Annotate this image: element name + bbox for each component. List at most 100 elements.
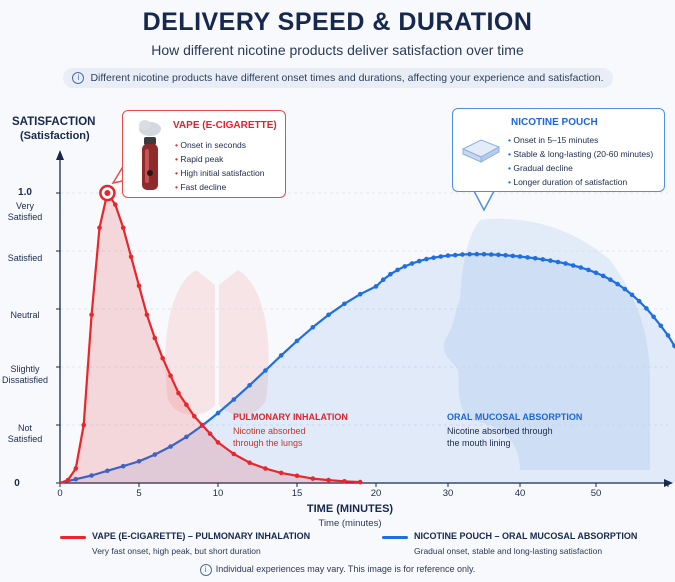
pouch-series-point <box>608 277 613 283</box>
pulmonary-region-line: through the lungs <box>233 438 303 448</box>
chart-subtitle: How different nicotine products deliver … <box>151 42 524 58</box>
vape-series-point <box>81 422 86 428</box>
pouch-series-point <box>510 253 516 259</box>
x-tick-label: 40 <box>514 488 526 499</box>
y-axis-subtitle: (Satisfaction) <box>20 130 90 142</box>
vape-series-point <box>263 466 268 471</box>
pouch-series-point <box>496 252 501 258</box>
pouch-series-point <box>563 261 568 266</box>
vape-series-point <box>73 466 79 471</box>
pouch-series-point <box>105 468 110 474</box>
y-tick-label: Not <box>17 423 32 433</box>
x-tick-label: 5 <box>136 488 142 499</box>
vape-callout-list: Onset in seconds Rapid peak High initial… <box>175 138 264 194</box>
vape-series-point <box>278 470 284 476</box>
x-tick-label: 20 <box>370 488 382 499</box>
pouch-series-point <box>342 301 347 307</box>
oral-region-title: ORAL MUCOSAL ABSORPTION <box>447 412 583 422</box>
vape-series-point <box>231 451 237 457</box>
vape-series-point <box>152 335 158 341</box>
pouch-series-point <box>294 338 300 344</box>
info-banner-text: Different nicotine products have differe… <box>90 72 604 84</box>
info-icon: i <box>199 564 212 576</box>
x-tick-label: 10 <box>212 488 224 499</box>
x-tick-label: 50 <box>590 488 602 499</box>
pouch-series-point <box>629 292 635 298</box>
pouch-callout-list: Onset in 5–15 minutes Stable & long-last… <box>508 133 653 189</box>
pouch-series-point <box>278 353 284 358</box>
lungs-left-illustration <box>165 270 215 415</box>
list-item: Fast decline <box>175 180 264 194</box>
legend-pouch-swatch <box>382 536 408 539</box>
pouch-series-point <box>247 383 252 388</box>
x-tick-label: 15 <box>291 488 303 499</box>
vape-series-point <box>176 390 181 396</box>
legend-vape-swatch <box>60 536 86 539</box>
list-item: Onset in seconds <box>175 138 264 152</box>
head-silhouette-illustration <box>443 218 650 470</box>
vape-peak-dot <box>104 190 111 196</box>
pulmonary-region-label: PULMONARY INHALATION Nicotine absorbed t… <box>233 411 348 449</box>
vape-series-point <box>192 414 197 419</box>
pouch-series-point <box>373 284 379 289</box>
y-axis-title: SATISFACTION <box>12 116 96 128</box>
vape-series-point <box>207 431 213 437</box>
pouch-series-point <box>467 251 472 257</box>
list-item: Gradual decline <box>508 161 653 175</box>
x-tick-label: 0 <box>57 488 63 499</box>
vape-series-line <box>59 191 361 485</box>
pouch-series-point <box>600 273 606 279</box>
oral-region-line: Nicotine absorbed through <box>447 426 553 436</box>
vape-series-point <box>128 254 134 260</box>
legend-pouch: NICOTINE POUCH – ORAL MUCOSAL ABSORPTION… <box>382 531 637 556</box>
list-item: Longer duration of satisfaction <box>508 175 653 189</box>
nicotine-pouch-icon <box>461 139 501 163</box>
vape-series-point <box>310 476 316 481</box>
pouch-series-point <box>481 251 487 257</box>
vape-callout-title: VAPE (E-CIGARETTE) <box>173 120 277 131</box>
pouch-callout-title: NICOTINE POUCH <box>511 117 598 128</box>
y-tick-label: 1.0 <box>18 187 32 198</box>
pouch-series-point <box>460 252 465 257</box>
pouch-series-point <box>231 397 237 402</box>
vape-series-point <box>215 440 221 445</box>
y-tick-sublabel: Satisfied <box>7 434 43 444</box>
vape-series-point <box>136 283 142 289</box>
pouch-series-point <box>474 251 480 257</box>
y-tick-label: Satisfied <box>7 253 43 263</box>
vape-series-point <box>144 312 150 318</box>
legend-pouch-desc: Gradual onset, stable and long-lasting s… <box>414 546 603 556</box>
y-axis-arrow <box>56 150 64 160</box>
vape-series-point <box>326 477 331 483</box>
pouch-series-point <box>586 267 591 273</box>
pouch-series-point <box>548 258 553 263</box>
vape-series-point <box>247 460 252 466</box>
vape-series-point <box>97 225 102 231</box>
x-axis-subtitle: Time (minutes) <box>318 518 382 529</box>
pouch-series-point <box>445 253 451 258</box>
pouch-series-point <box>615 281 620 287</box>
pouch-series-point <box>525 255 530 260</box>
vape-series-point <box>89 312 94 318</box>
pouch-series-point <box>215 410 221 416</box>
legend-vape: VAPE (E-CIGARETTE) – PULMONARY INHALATIO… <box>60 531 310 556</box>
pouch-series-point <box>431 255 436 260</box>
pouch-series-point <box>326 312 331 318</box>
pouch-series-point <box>152 452 158 457</box>
pouch-series-point <box>672 343 675 349</box>
oral-region-line: the mouth lining <box>447 438 511 448</box>
footer-text: Individual experiences may vary. This im… <box>215 564 476 574</box>
pouch-series-point <box>168 444 173 449</box>
list-item: Stable & long-lasting (20-60 minutes) <box>508 147 653 161</box>
oral-region-label: ORAL MUCOSAL ABSORPTION Nicotine absorbe… <box>447 411 582 449</box>
pouch-series-point <box>409 261 415 266</box>
pouch-series-point <box>136 459 142 464</box>
vape-series-point <box>120 225 126 231</box>
pouch-series-point <box>263 368 268 373</box>
pouch-series-point <box>488 252 494 257</box>
pouch-series-point <box>395 267 400 273</box>
pouch-series-point <box>388 271 393 277</box>
pouch-series-point <box>570 263 576 268</box>
pouch-series-point <box>622 286 628 292</box>
